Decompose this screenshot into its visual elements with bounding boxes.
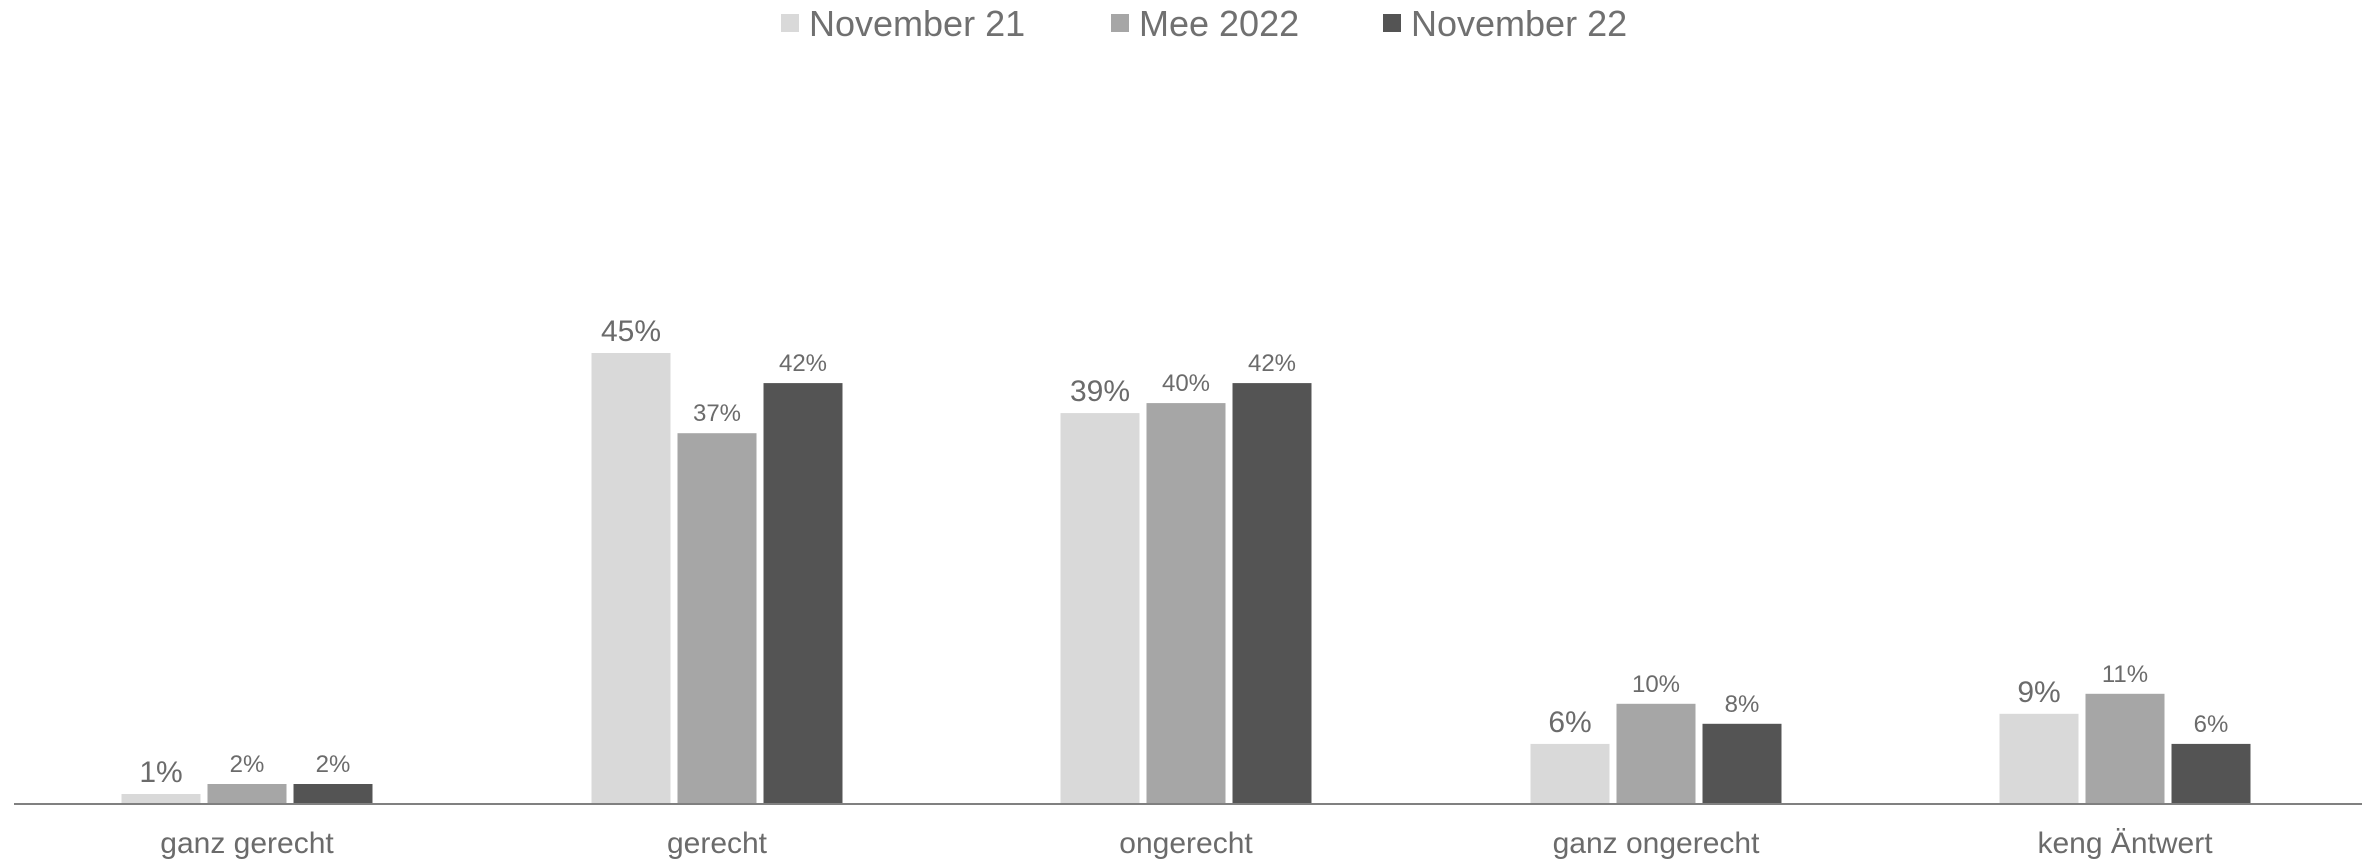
bar-0-1 <box>207 784 287 804</box>
category-labels: ganz gerecht gerecht ongerecht ganz ongerec… <box>160 827 2213 860</box>
category-label-2: ongerecht <box>1119 827 1253 860</box>
legend: November 21 Mee 2022 November 22 <box>781 3 1627 44</box>
bar-4-2 <box>2171 743 2251 804</box>
data-label-4-2: 6% <box>2194 711 2229 738</box>
bar-3-0 <box>1530 743 1610 804</box>
data-label-1-2: 42% <box>779 350 827 377</box>
bar-4-1 <box>2085 693 2165 804</box>
data-label-2-0: 39% <box>1070 375 1130 408</box>
bar-1-2 <box>763 383 843 804</box>
bar-2-1 <box>1146 403 1226 804</box>
bar-0-0 <box>121 794 201 804</box>
data-label-2-1: 40% <box>1162 370 1210 397</box>
data-label-0-0: 1% <box>139 756 182 789</box>
legend-label-2: November 22 <box>1411 3 1627 44</box>
data-label-3-0: 6% <box>1548 706 1591 739</box>
category-label-1: gerecht <box>667 827 768 860</box>
data-label-4-1: 11% <box>2102 661 2148 688</box>
data-label-3-1: 10% <box>1632 671 1680 698</box>
category-label-3: ganz ongerecht <box>1553 827 1760 860</box>
bar-1-0 <box>591 353 671 804</box>
data-label-4-0: 9% <box>2017 676 2060 709</box>
bar-2-2 <box>1232 383 1312 804</box>
bar-0-2 <box>293 784 373 804</box>
legend-label-0: November 21 <box>809 3 1025 44</box>
data-label-1-0: 45% <box>601 315 661 348</box>
data-label-2-2: 42% <box>1248 350 1296 377</box>
bar-3-1 <box>1616 703 1696 804</box>
data-label-0-1: 2% <box>230 751 265 778</box>
legend-swatch-2 <box>1383 14 1401 32</box>
legend-label-1: Mee 2022 <box>1139 3 1299 44</box>
data-label-3-2: 8% <box>1725 691 1760 718</box>
bar-3-2 <box>1702 723 1782 804</box>
bar-1-1 <box>677 433 757 804</box>
data-label-0-2: 2% <box>316 751 351 778</box>
bar-2-0 <box>1060 413 1140 804</box>
category-label-4: keng Äntwert <box>2037 827 2213 860</box>
data-label-1-1: 37% <box>693 400 741 427</box>
data-labels: 1% 45% 39% 6% 9% 2% 37% 40% 10% 11% 2% 42% 42% 8% 6% <box>139 315 2228 789</box>
bars <box>121 353 2251 804</box>
legend-swatch-0 <box>781 14 799 32</box>
bar-4-0 <box>1999 713 2079 804</box>
legend-swatch-1 <box>1111 14 1129 32</box>
category-label-0: ganz gerecht <box>160 827 334 860</box>
